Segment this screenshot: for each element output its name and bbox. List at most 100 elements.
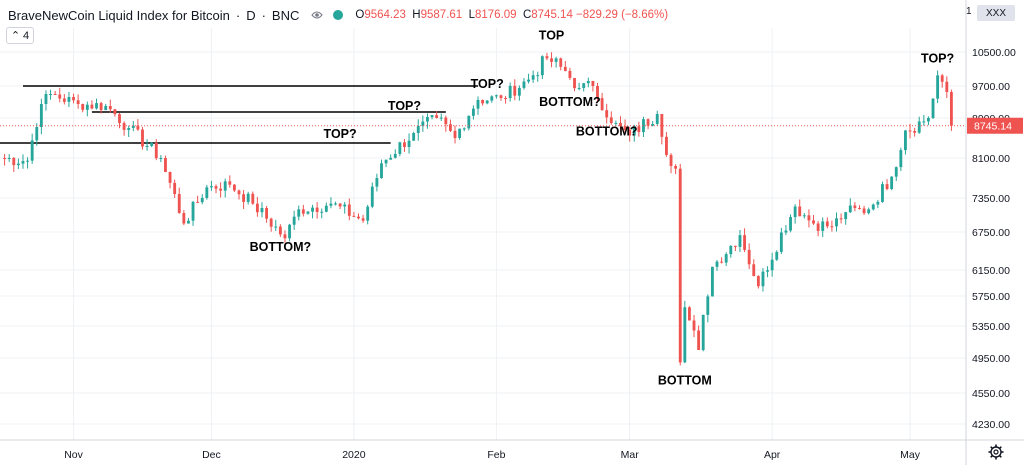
candle-body: [867, 209, 871, 214]
low-value: 8176.09: [474, 9, 517, 21]
candle-body: [407, 140, 411, 148]
candle-body: [931, 98, 935, 118]
candle-body: [260, 207, 264, 213]
candle-body: [835, 218, 838, 227]
y-tick-label: 9700.00: [972, 81, 1010, 93]
currency-badge[interactable]: XXX: [977, 5, 1015, 21]
ohlc-readout: O9564.23 H9587.61 L8176.09 C8745.14 −829…: [355, 9, 668, 21]
candle-body: [366, 206, 370, 221]
candle-body: [540, 56, 544, 76]
candle-body: [582, 83, 586, 88]
gear-icon[interactable]: [988, 444, 1004, 460]
header-separator: ·: [261, 7, 266, 23]
candle-body: [131, 125, 135, 128]
candle-body: [660, 114, 664, 137]
candle-body: [375, 178, 379, 187]
candle-body: [747, 249, 751, 265]
candle-body: [853, 205, 857, 208]
candle-body: [228, 181, 232, 185]
candle-body: [554, 58, 558, 62]
candle-body: [232, 184, 236, 191]
candle-body: [85, 104, 89, 110]
candle-body: [292, 216, 296, 225]
candle-body: [53, 94, 57, 95]
candle-body: [724, 254, 728, 263]
candle-body: [361, 218, 365, 221]
candle-body: [591, 81, 595, 86]
chart-header: BraveNewCoin Liquid Index for Bitcoin · …: [8, 6, 668, 24]
candle-body: [209, 186, 213, 188]
y-tick-label: 5350.00: [972, 321, 1010, 333]
candle-body: [136, 125, 140, 130]
candle-body: [76, 100, 80, 104]
candle-body: [274, 226, 278, 228]
candle-body: [177, 194, 181, 214]
candle-body: [30, 140, 34, 161]
candle-body: [255, 203, 259, 213]
high-label: H: [412, 9, 421, 21]
candle-body: [164, 158, 167, 172]
candle-body: [839, 218, 843, 220]
candle-body: [430, 115, 434, 118]
change-value: −829.29 (−8.66%): [576, 9, 669, 21]
chart-annotation: TOP?: [388, 99, 421, 113]
candle-body: [223, 181, 227, 191]
candle-body: [586, 81, 590, 84]
candle-body: [830, 226, 834, 228]
interval-label[interactable]: D: [246, 7, 256, 23]
candle-body: [329, 203, 333, 206]
eye-icon[interactable]: [311, 9, 324, 21]
candle-body: [426, 117, 429, 122]
candle-body: [444, 117, 448, 125]
candle-body: [674, 166, 678, 169]
candle-body: [779, 232, 783, 252]
candle-body: [145, 145, 149, 147]
candle-body: [99, 103, 103, 111]
candle-body: [655, 114, 659, 124]
candle-body: [894, 167, 898, 177]
candle-body: [559, 58, 563, 67]
candle-body: [793, 206, 797, 218]
candle-body: [876, 201, 880, 205]
candle-body: [421, 121, 425, 126]
candle-body: [214, 186, 218, 189]
candle-body: [499, 95, 503, 98]
last-price-badge: [967, 117, 1023, 134]
horizontal-line-layer: [0, 85, 478, 144]
y-tick-label: 4230.00: [972, 419, 1010, 431]
candle-body: [320, 211, 324, 213]
candle-body: [173, 182, 177, 195]
candle-body: [825, 221, 829, 227]
candle-body: [168, 171, 172, 183]
candle-body: [720, 261, 724, 263]
candle-body: [517, 87, 521, 96]
candle-body: [462, 128, 466, 130]
candle-body: [890, 176, 894, 190]
candle-body: [196, 201, 200, 203]
low-label: L: [468, 9, 475, 21]
candle-body: [687, 307, 691, 321]
indicator-collapse-button[interactable]: ⌃ 4: [6, 27, 34, 44]
scale-marker: 1: [966, 6, 972, 17]
candle-body: [858, 207, 861, 209]
symbol-name[interactable]: BraveNewCoin Liquid Index for Bitcoin: [8, 7, 230, 23]
candle-body: [715, 261, 719, 267]
candle-body: [398, 142, 402, 154]
candle-body: [913, 130, 917, 133]
candle-body: [219, 188, 223, 191]
candle-body: [7, 157, 11, 159]
candle-body: [21, 161, 25, 164]
candle-body: [812, 220, 815, 224]
candle-body: [485, 100, 489, 104]
candle-body: [936, 75, 940, 99]
candle-body: [904, 130, 907, 151]
candle-body: [784, 230, 788, 233]
open-value: 9564.23: [364, 9, 406, 21]
candle-body: [614, 122, 618, 124]
candle-body: [816, 223, 820, 231]
candle-body: [334, 203, 337, 205]
chart-annotation: BOTTOM?: [576, 125, 638, 139]
candle-body: [26, 160, 30, 162]
candle-body: [357, 216, 360, 219]
